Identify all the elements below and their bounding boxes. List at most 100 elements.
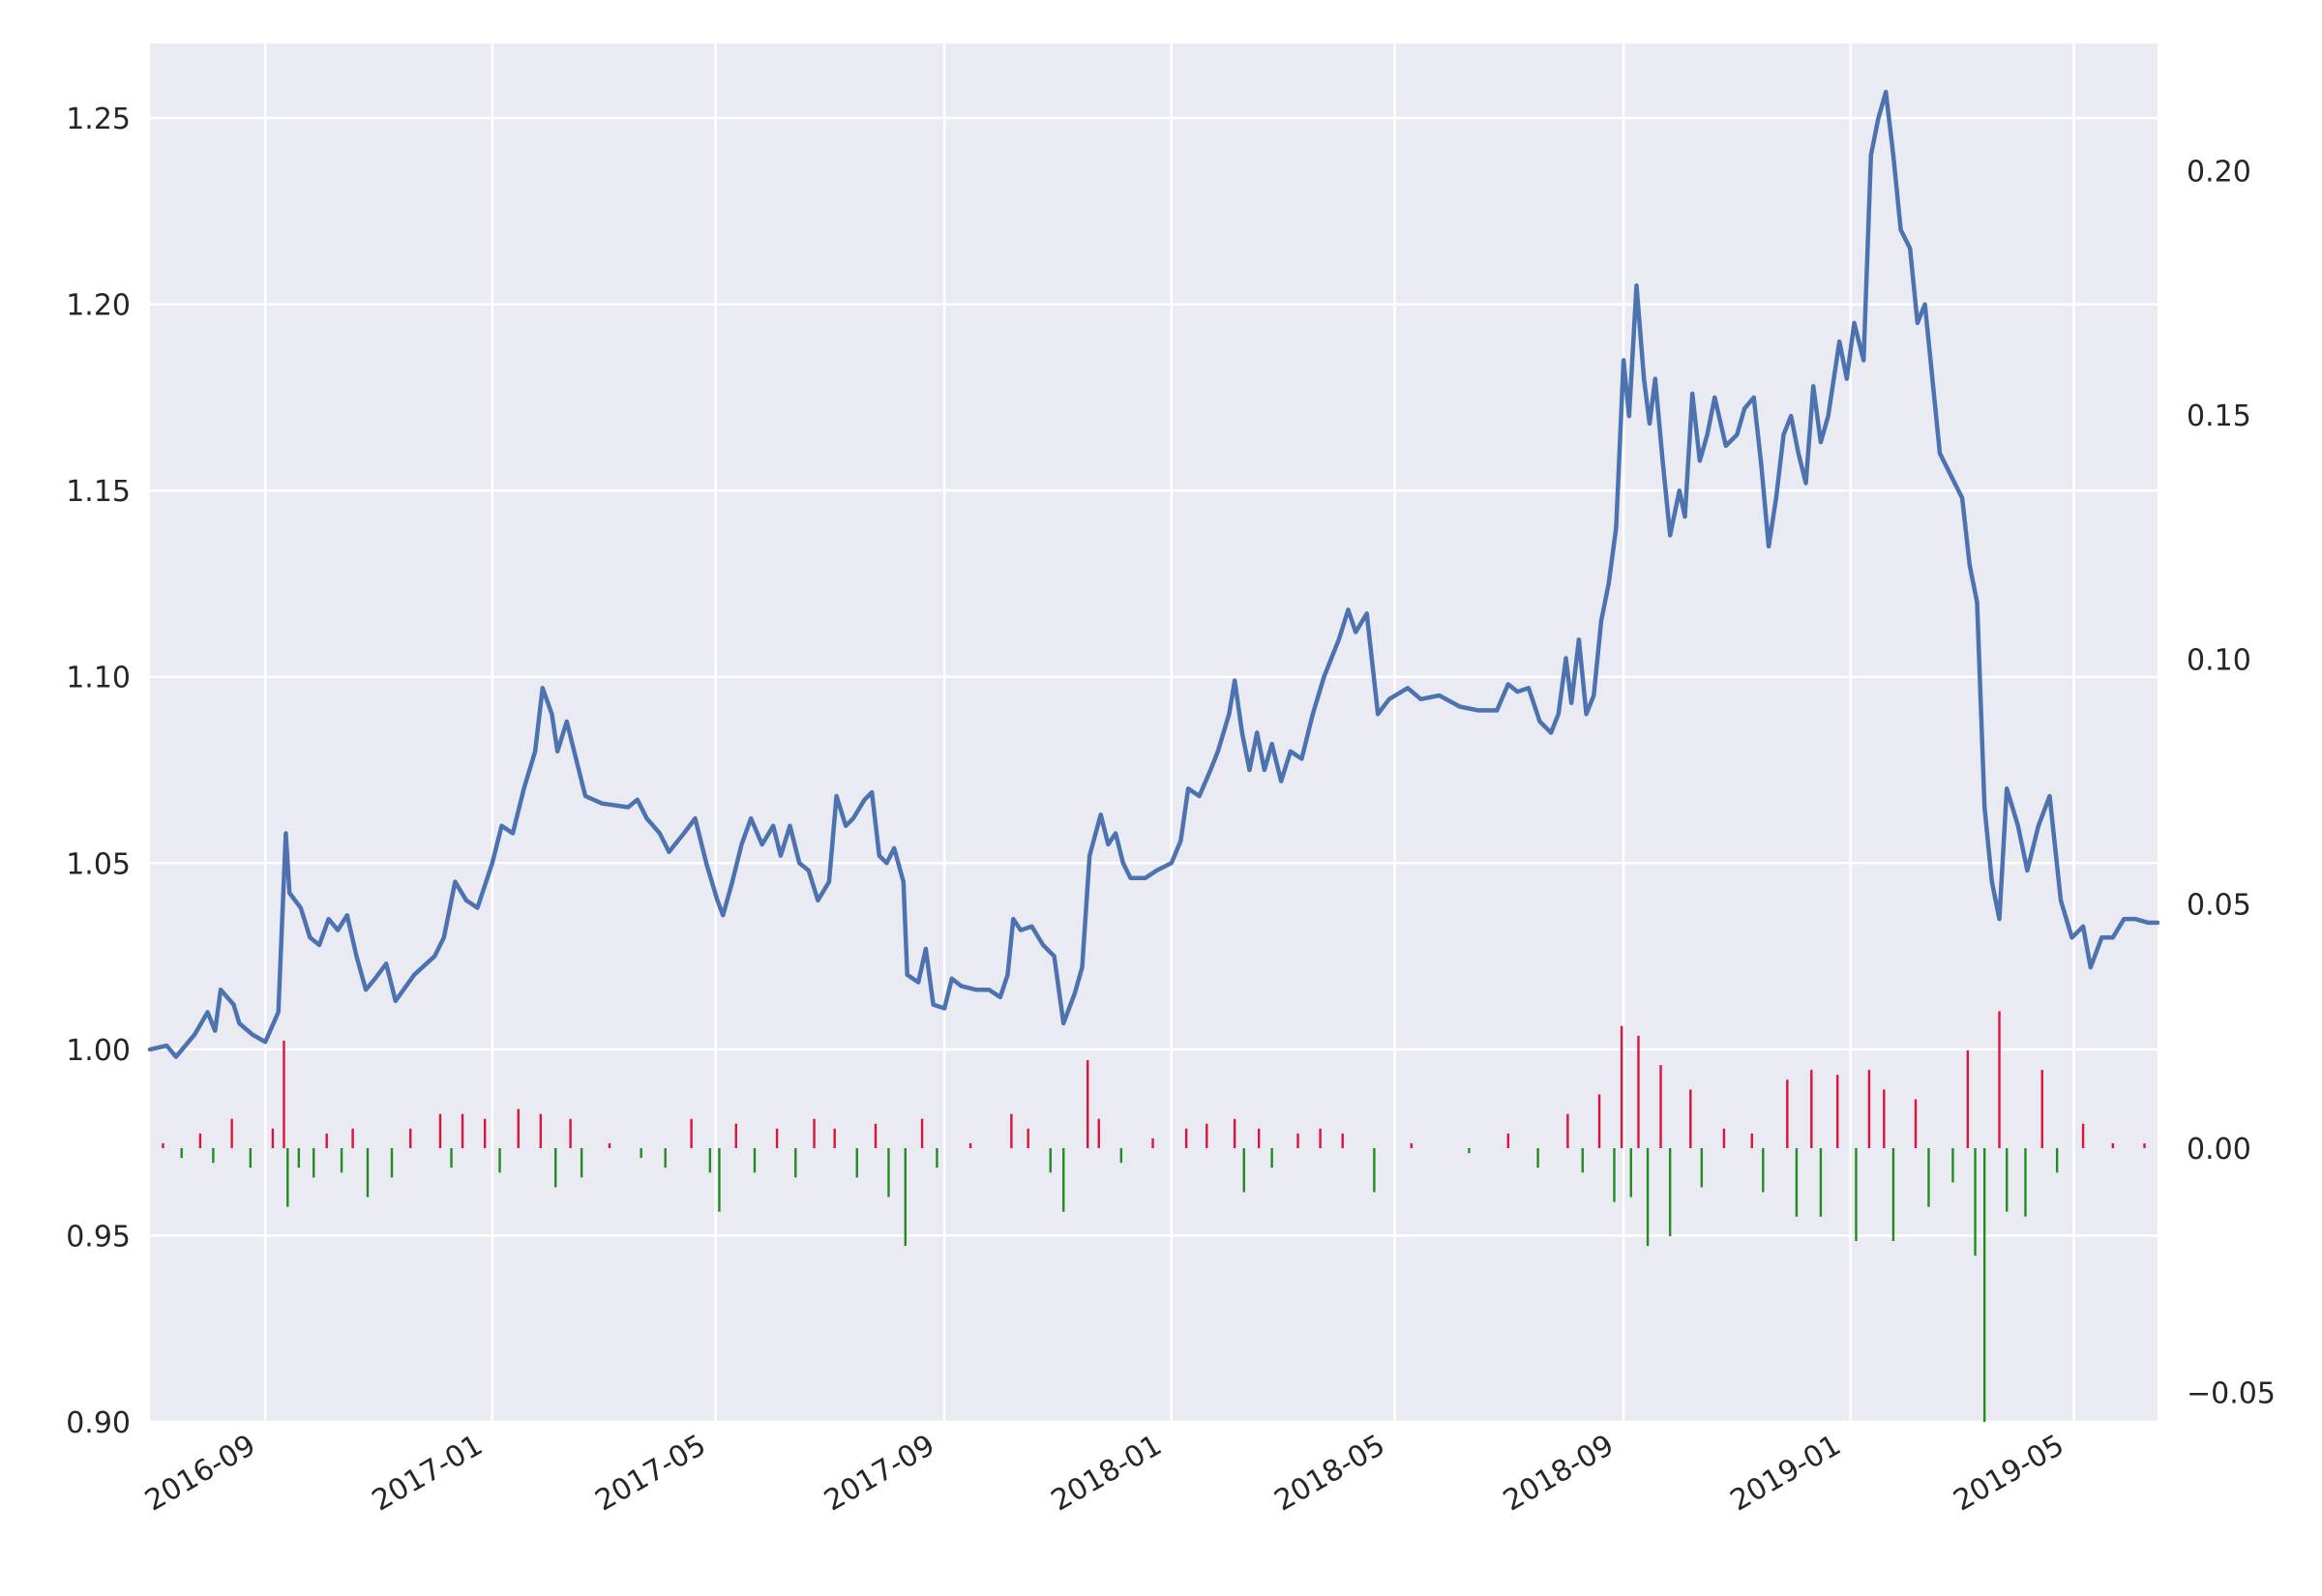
change-bar-11 (325, 1133, 328, 1149)
left-tick-label-5: 1.15 (66, 475, 131, 509)
change-bar-97 (1982, 1148, 1986, 1422)
change-bar-78 (1689, 1089, 1692, 1149)
change-bar-38 (833, 1128, 836, 1149)
x-axis-ticks: 2016-09 2017-01 2017-05 2017-09 2018-01 2018-… (139, 1429, 2069, 1519)
x-tick-label-7: 2019-01 (1725, 1429, 1847, 1519)
change-bar-49 (1062, 1148, 1065, 1212)
change-bar-19 (461, 1113, 464, 1149)
change-bar-58 (1257, 1128, 1261, 1149)
right-tick-label-0: −0.05 (2187, 1377, 2276, 1411)
change-bar-100 (2024, 1148, 2027, 1217)
change-bar-36 (794, 1148, 797, 1178)
change-bar-103 (2081, 1123, 2085, 1149)
change-bar-15 (390, 1148, 394, 1178)
value-line (147, 89, 2160, 1059)
change-bar-63 (1373, 1148, 1376, 1193)
change-bar-40 (874, 1123, 878, 1149)
right-tick-label-1: 0.00 (2187, 1133, 2251, 1167)
x-tick-label-4: 2018-01 (1046, 1429, 1168, 1519)
x-tick-label-3: 2017-09 (819, 1429, 940, 1519)
change-bar-67 (1536, 1148, 1539, 1168)
change-bar-12 (340, 1148, 343, 1173)
change-bar-64 (1410, 1142, 1414, 1149)
change-bar-95 (1966, 1049, 1970, 1149)
change-bar-3 (212, 1148, 215, 1164)
change-bar-7 (283, 1040, 285, 1149)
change-bar-93 (1927, 1148, 1930, 1207)
change-bar-80 (1722, 1128, 1726, 1149)
change-bar-69 (1581, 1148, 1584, 1173)
change-bar-54 (1184, 1128, 1188, 1149)
change-bar-9 (297, 1148, 301, 1168)
change-bar-21 (498, 1148, 501, 1173)
change-bar-4 (230, 1118, 233, 1149)
change-bar-41 (887, 1148, 890, 1197)
change-bar-46 (1010, 1113, 1013, 1149)
x-tick-label-0: 2016-09 (139, 1429, 261, 1519)
change-bar-48 (1049, 1148, 1052, 1173)
change-bar-series (162, 1011, 2146, 1422)
change-bar-85 (1810, 1070, 1813, 1149)
change-bar-22 (517, 1108, 520, 1149)
change-bar-0 (162, 1142, 164, 1149)
change-bar-62 (1341, 1133, 1344, 1149)
change-bar-99 (2006, 1148, 2009, 1212)
x-tick-label-5: 2018-05 (1268, 1429, 1390, 1519)
change-bar-28 (640, 1148, 642, 1159)
change-bar-32 (718, 1148, 721, 1212)
change-bar-59 (1270, 1148, 1273, 1168)
change-bar-14 (366, 1148, 370, 1197)
left-tick-label-4: 1.10 (66, 662, 131, 695)
change-bar-66 (1506, 1133, 1510, 1149)
change-bar-73 (1629, 1148, 1632, 1197)
change-bar-45 (968, 1142, 972, 1149)
change-bar-94 (1951, 1148, 1954, 1183)
change-bar-91 (1891, 1148, 1895, 1242)
change-bar-71 (1613, 1148, 1616, 1202)
change-bar-90 (1883, 1089, 1886, 1149)
change-bar-23 (539, 1113, 543, 1149)
change-bar-44 (936, 1148, 938, 1168)
left-tick-label-1: 0.95 (66, 1220, 131, 1254)
change-bar-39 (855, 1148, 858, 1178)
change-bar-50 (1087, 1060, 1089, 1149)
left-tick-label-0: 0.90 (66, 1406, 131, 1440)
change-bar-42 (904, 1148, 907, 1247)
change-bar-18 (450, 1148, 453, 1168)
left-y-axis-ticks: 0.90 0.95 1.00 1.05 1.10 1.15 1.20 1.25 (66, 103, 131, 1440)
change-bar-77 (1668, 1148, 1672, 1236)
change-bar-47 (1027, 1128, 1029, 1149)
change-bar-25 (569, 1118, 572, 1149)
change-bar-51 (1097, 1118, 1100, 1149)
change-bar-6 (271, 1128, 275, 1149)
change-bar-87 (1836, 1075, 1839, 1149)
plot-area (150, 44, 2158, 1422)
change-bar-101 (2040, 1070, 2043, 1149)
change-bar-35 (775, 1128, 779, 1149)
change-bar-13 (351, 1128, 354, 1149)
change-bar-34 (753, 1148, 757, 1173)
change-bar-27 (608, 1142, 611, 1149)
change-bar-86 (1819, 1148, 1823, 1217)
change-bar-76 (1659, 1065, 1662, 1149)
value-line-series (147, 89, 2160, 1059)
change-bar-96 (1974, 1148, 1977, 1256)
change-bar-1 (180, 1148, 183, 1159)
change-bar-2 (198, 1133, 202, 1149)
change-bar-88 (1855, 1148, 1858, 1242)
change-bar-56 (1233, 1118, 1236, 1149)
change-bar-57 (1242, 1148, 1245, 1193)
change-bar-79 (1700, 1148, 1704, 1188)
change-bar-74 (1637, 1035, 1640, 1149)
change-bar-31 (708, 1148, 712, 1173)
change-bar-10 (313, 1148, 315, 1178)
grid-lines (150, 44, 2158, 1424)
change-bar-29 (664, 1148, 667, 1168)
x-tick-label-8: 2019-05 (1948, 1429, 2069, 1519)
x-tick-label-6: 2018-09 (1498, 1429, 1620, 1519)
change-bar-8 (286, 1148, 289, 1207)
change-bar-72 (1620, 1025, 1623, 1149)
change-bar-53 (1151, 1138, 1154, 1149)
change-bar-84 (1795, 1148, 1799, 1217)
